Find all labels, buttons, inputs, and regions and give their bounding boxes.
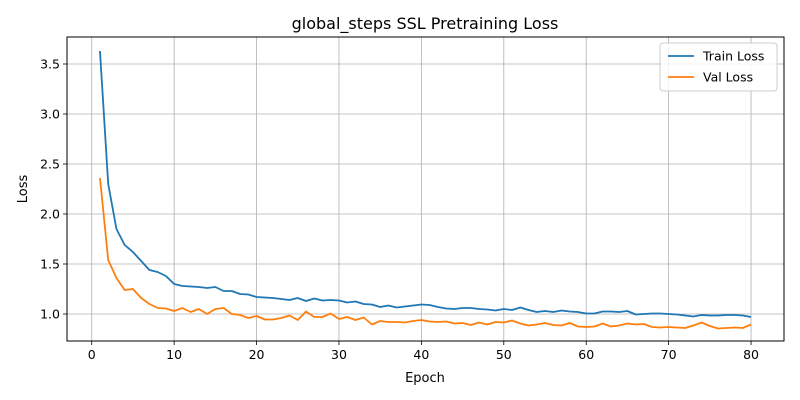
y-axis-label: Loss <box>16 175 31 204</box>
y-tick-label: 2.0 <box>40 207 60 222</box>
y-tick-label: 3.0 <box>40 107 60 122</box>
y-tick-label: 2.5 <box>40 157 60 172</box>
x-tick-label: 80 <box>743 347 759 362</box>
x-tick-label: 10 <box>166 347 182 362</box>
legend-label-val: Val Loss <box>703 70 753 85</box>
x-tick-label: 50 <box>496 347 512 362</box>
legend-label-train: Train Loss <box>702 49 764 64</box>
x-tick-label: 40 <box>413 347 429 362</box>
y-tick-label: 1.0 <box>40 307 60 322</box>
plot-frame <box>66 36 785 342</box>
series-layer <box>99 50 752 330</box>
train-loss-line <box>99 50 752 318</box>
x-tick-label: 70 <box>661 347 677 362</box>
x-axis: 0 10 20 30 40 50 60 70 80 <box>88 341 759 362</box>
x-tick-label: 30 <box>331 347 347 362</box>
y-tick-label: 3.5 <box>40 57 60 72</box>
x-tick-label: 0 <box>88 347 96 362</box>
legend: Train Loss Val Loss <box>659 42 778 92</box>
x-tick-label: 60 <box>578 347 594 362</box>
chart-title: global_steps SSL Pretraining Loss <box>292 14 559 34</box>
x-axis-label: Epoch <box>405 371 445 386</box>
legend-box <box>659 42 778 92</box>
val-loss-line <box>99 177 752 330</box>
y-axis: 1.0 1.5 2.0 2.5 3.0 3.5 <box>40 57 67 322</box>
y-tick-label: 1.5 <box>40 257 60 272</box>
x-tick-label: 20 <box>249 347 265 362</box>
